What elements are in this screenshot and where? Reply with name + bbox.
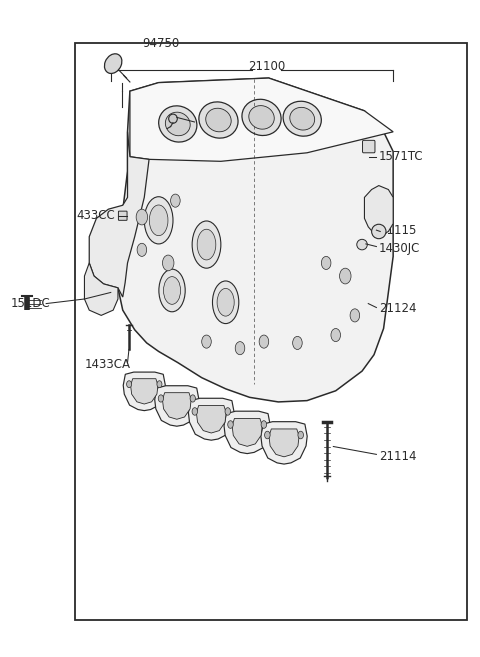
Ellipse shape <box>168 114 177 124</box>
Circle shape <box>339 268 351 284</box>
Ellipse shape <box>372 224 386 238</box>
Text: 1430JC: 1430JC <box>379 242 420 255</box>
Ellipse shape <box>159 106 197 142</box>
Text: 21115: 21115 <box>379 223 416 237</box>
Circle shape <box>261 420 266 428</box>
Ellipse shape <box>199 102 238 138</box>
Circle shape <box>228 420 233 428</box>
Ellipse shape <box>105 54 122 74</box>
Ellipse shape <box>357 239 367 250</box>
Ellipse shape <box>249 106 274 129</box>
Circle shape <box>331 328 340 342</box>
Polygon shape <box>224 411 270 453</box>
Circle shape <box>158 395 164 402</box>
Circle shape <box>264 431 270 439</box>
Circle shape <box>235 342 245 355</box>
Text: 433CC: 433CC <box>76 209 115 222</box>
Polygon shape <box>155 386 199 426</box>
Polygon shape <box>269 429 299 457</box>
Text: 21100: 21100 <box>248 60 285 73</box>
Circle shape <box>170 194 180 207</box>
Text: 1571TC: 1571TC <box>379 150 423 163</box>
FancyBboxPatch shape <box>119 211 127 220</box>
Ellipse shape <box>206 108 231 132</box>
Polygon shape <box>162 393 191 419</box>
Ellipse shape <box>144 196 173 244</box>
Circle shape <box>259 335 269 348</box>
Ellipse shape <box>283 101 321 136</box>
FancyBboxPatch shape <box>362 141 375 153</box>
Ellipse shape <box>159 269 185 312</box>
Polygon shape <box>89 132 149 297</box>
Polygon shape <box>130 78 393 162</box>
Ellipse shape <box>149 205 168 236</box>
Polygon shape <box>188 398 234 440</box>
Polygon shape <box>123 372 165 411</box>
Polygon shape <box>261 422 307 464</box>
Ellipse shape <box>213 281 239 324</box>
Circle shape <box>202 335 211 348</box>
Polygon shape <box>131 378 158 404</box>
Text: 21114: 21114 <box>379 450 416 463</box>
Ellipse shape <box>217 288 234 316</box>
Circle shape <box>350 309 360 322</box>
Bar <box>75 43 468 620</box>
Text: 21123: 21123 <box>199 118 237 131</box>
Ellipse shape <box>192 221 221 268</box>
Ellipse shape <box>242 99 281 135</box>
Text: 94750: 94750 <box>142 37 179 50</box>
Ellipse shape <box>164 277 180 304</box>
Circle shape <box>162 255 174 271</box>
Circle shape <box>225 408 230 415</box>
Circle shape <box>127 381 132 388</box>
Text: 1433CA: 1433CA <box>84 358 131 371</box>
Circle shape <box>293 336 302 350</box>
Polygon shape <box>232 419 262 446</box>
Circle shape <box>190 395 195 402</box>
Circle shape <box>298 431 303 439</box>
Polygon shape <box>118 78 393 402</box>
Circle shape <box>157 381 162 388</box>
Ellipse shape <box>166 112 190 136</box>
Polygon shape <box>84 263 118 315</box>
Polygon shape <box>196 405 226 433</box>
Circle shape <box>322 256 331 269</box>
Circle shape <box>136 209 148 225</box>
Text: 21124: 21124 <box>379 302 416 315</box>
Circle shape <box>137 243 147 256</box>
Ellipse shape <box>197 229 216 260</box>
Text: 151DC: 151DC <box>10 297 50 310</box>
Ellipse shape <box>290 107 314 130</box>
Circle shape <box>192 408 198 415</box>
Polygon shape <box>364 185 393 235</box>
